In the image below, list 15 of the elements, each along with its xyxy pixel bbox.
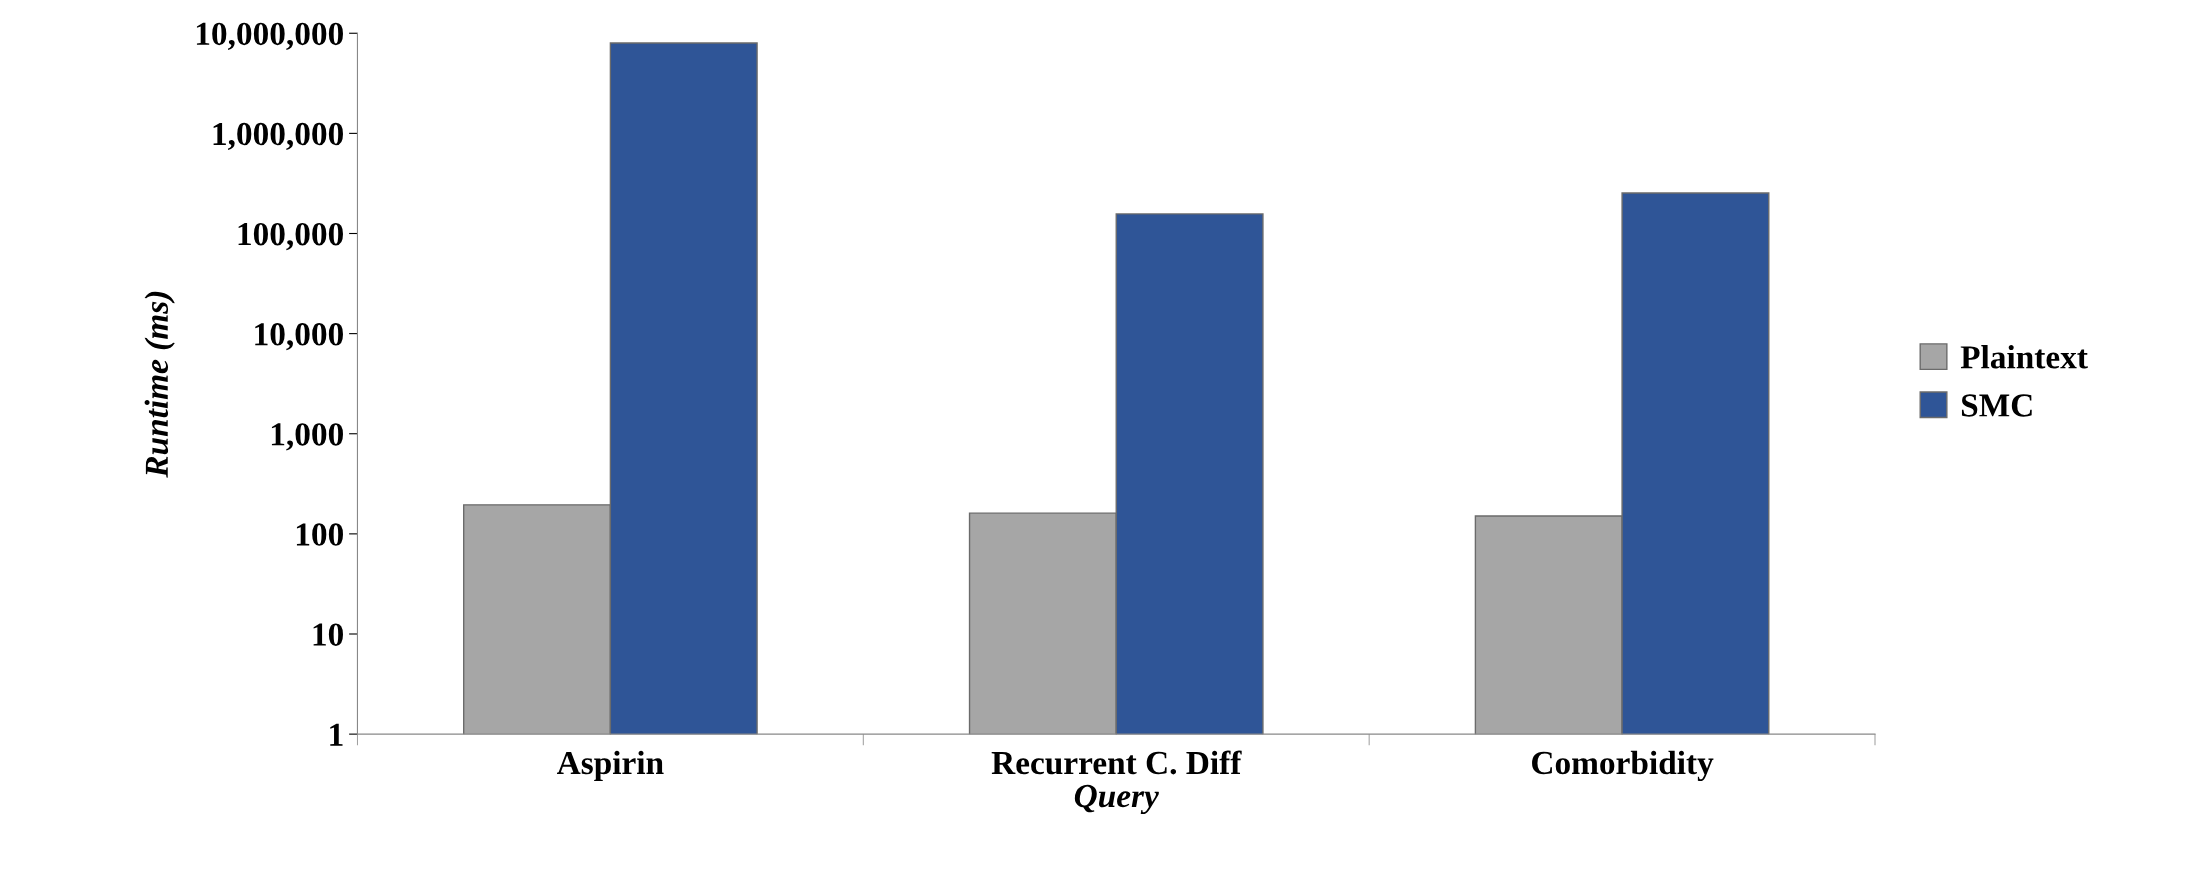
y-tick-label: 10,000,000 [196, 22, 343, 50]
y-tick-label: 1,000 [271, 423, 343, 451]
y-tick-label: 1,000,000 [213, 122, 343, 151]
legend-label: Plaintext [1960, 345, 2088, 369]
y-tick-label: 100 [296, 523, 343, 546]
legend-label: SMC [1961, 394, 2032, 417]
x-axis-title: Query [1074, 784, 1159, 815]
x-tick-label: Comorbidity [1532, 750, 1714, 782]
y-axis-title: Runtime (ms) [144, 291, 175, 478]
y-tick-label: 10,000 [255, 323, 343, 351]
y-tick-label: 1 [330, 723, 343, 746]
y-tick-label: 10 [313, 623, 343, 646]
y-tick-label: 100,000 [238, 222, 343, 251]
x-tick-label: Recurrent C. Diff [991, 750, 1242, 775]
x-tick-label: Aspirin [556, 750, 664, 782]
